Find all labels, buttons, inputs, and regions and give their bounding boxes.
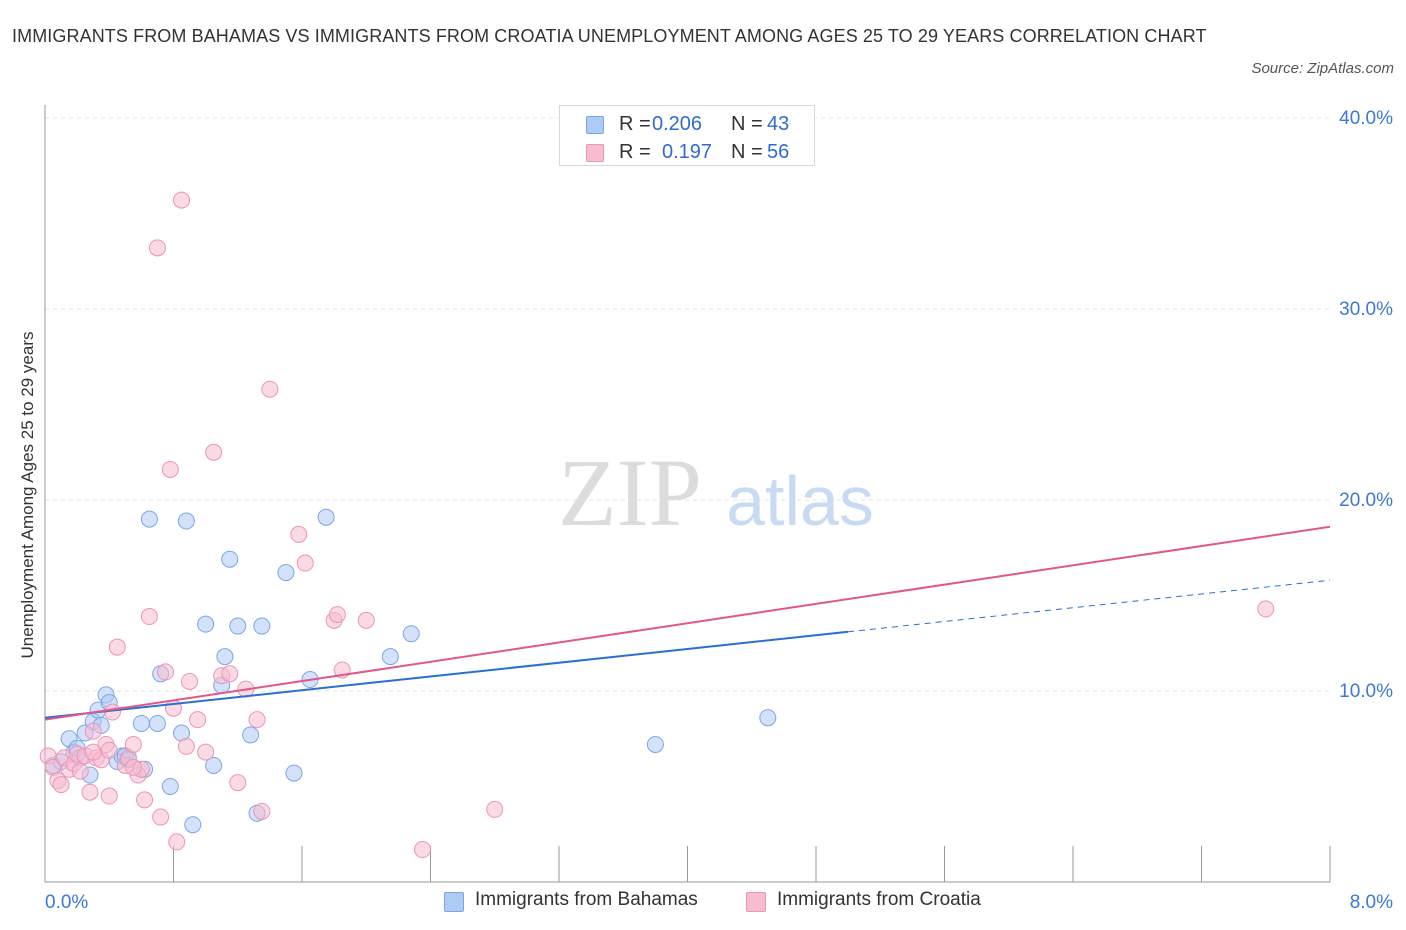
croatia-point[interactable] <box>124 735 142 753</box>
bahamas-point[interactable] <box>759 709 777 727</box>
bahamas-point[interactable] <box>277 564 295 582</box>
legend-n-label: N = <box>731 113 763 135</box>
croatia-point[interactable] <box>221 665 239 683</box>
bahamas-point[interactable] <box>317 508 335 526</box>
croatia-point[interactable] <box>52 776 70 794</box>
bahamas-point[interactable] <box>253 617 271 635</box>
croatia-point[interactable] <box>136 791 154 809</box>
bahamas-point[interactable] <box>285 764 303 782</box>
croatia-point[interactable] <box>1257 600 1275 618</box>
legend-n-label: N = <box>731 141 763 163</box>
croatia-point[interactable] <box>189 711 207 729</box>
croatia-point[interactable] <box>205 443 223 461</box>
bahamas-point[interactable] <box>197 615 215 633</box>
bahamas-point[interactable] <box>646 735 664 753</box>
grid-layer <box>45 117 1330 692</box>
bahamas-trendline-extrapolated <box>848 579 1331 633</box>
bahamas-point[interactable] <box>177 512 195 530</box>
trend-layer <box>44 525 1331 721</box>
croatia-point[interactable] <box>197 743 215 761</box>
croatia-point[interactable] <box>71 762 89 780</box>
croatia-point[interactable] <box>357 611 375 629</box>
croatia-point[interactable] <box>168 833 186 851</box>
source-label: Source: ZipAtlas.com <box>1251 60 1394 77</box>
croatia-point[interactable] <box>248 711 266 729</box>
y-tick-label: 20.0% <box>1339 490 1393 511</box>
bottom-legend-swatch-croatia <box>746 892 766 912</box>
bahamas-point[interactable] <box>161 778 179 795</box>
croatia-point[interactable] <box>181 672 199 690</box>
croatia-point[interactable] <box>108 638 126 656</box>
croatia-trendline <box>44 525 1331 721</box>
watermark-atlas: atlas <box>726 462 874 540</box>
bottom-legend-label-croatia: Immigrants from Croatia <box>777 889 981 910</box>
croatia-point[interactable] <box>413 841 431 859</box>
watermark: ZIP atlas <box>558 439 874 546</box>
bahamas-point[interactable] <box>402 625 420 643</box>
croatia-point[interactable] <box>161 460 179 478</box>
legend-r-value-croatia: 0.197 <box>662 141 713 163</box>
bahamas-point[interactable] <box>140 510 158 528</box>
bahamas-trendline <box>44 630 849 719</box>
croatia-point[interactable] <box>100 741 118 759</box>
bottom-legend-swatch-bahamas <box>444 892 464 912</box>
legend-r-label: R = <box>619 141 651 163</box>
x-tick-label-min: 0.0% <box>45 892 88 913</box>
y-tick-label: 40.0% <box>1339 108 1393 129</box>
legend-n-value-bahamas: 43 <box>767 113 790 135</box>
croatia-point[interactable] <box>140 608 158 626</box>
correlation-legend: R = 0.206 N = 43 R = 0.197 N = 56 <box>559 105 815 166</box>
croatia-point[interactable] <box>261 380 279 398</box>
croatia-point[interactable] <box>253 802 271 820</box>
croatia-point[interactable] <box>84 743 102 761</box>
bahamas-point[interactable] <box>132 714 150 732</box>
croatia-point[interactable] <box>148 239 166 257</box>
bahamas-point[interactable] <box>221 550 239 568</box>
y-axis-label: Unemployment Among Ages 25 to 29 years <box>18 332 37 659</box>
x-tick-label-max: 8.0% <box>1350 892 1393 913</box>
chart-title: IMMIGRANTS FROM BAHAMAS VS IMMIGRANTS FR… <box>12 26 1207 46</box>
bahamas-point[interactable] <box>205 756 223 774</box>
bahamas-point[interactable] <box>184 816 202 834</box>
croatia-point[interactable] <box>152 808 170 826</box>
croatia-point[interactable] <box>124 758 142 776</box>
legend-swatch-croatia <box>586 144 604 162</box>
croatia-point[interactable] <box>229 774 247 792</box>
croatia-point[interactable] <box>81 783 99 801</box>
croatia-point[interactable] <box>100 787 118 805</box>
watermark-zip: ZIP <box>558 439 702 546</box>
croatia-point[interactable] <box>177 737 195 755</box>
croatia-point[interactable] <box>486 800 504 818</box>
croatia-point[interactable] <box>84 722 102 740</box>
legend-swatch-bahamas <box>586 116 604 134</box>
y-tick-label: 10.0% <box>1339 681 1393 702</box>
bahamas-point[interactable] <box>381 648 399 666</box>
croatia-point[interactable] <box>296 554 314 572</box>
bahamas-point[interactable] <box>229 617 247 635</box>
croatia-point[interactable] <box>328 606 346 624</box>
croatia-point[interactable] <box>156 663 174 681</box>
legend-r-value-bahamas: 0.206 <box>652 113 703 135</box>
bahamas-point[interactable] <box>216 648 234 666</box>
bottom-legend-label-bahamas: Immigrants from Bahamas <box>475 889 698 910</box>
y-tick-label: 30.0% <box>1339 299 1393 320</box>
legend-r-label: R = <box>619 113 651 135</box>
croatia-point[interactable] <box>290 525 308 543</box>
bahamas-point[interactable] <box>148 714 166 732</box>
axis-layer: 10.0% 20.0% 30.0% 40.0% 0.0% 8.0% <box>44 105 1393 913</box>
legend-n-value-croatia: 56 <box>767 141 790 163</box>
croatia-point[interactable] <box>173 191 191 209</box>
bahamas-point[interactable] <box>242 726 260 744</box>
